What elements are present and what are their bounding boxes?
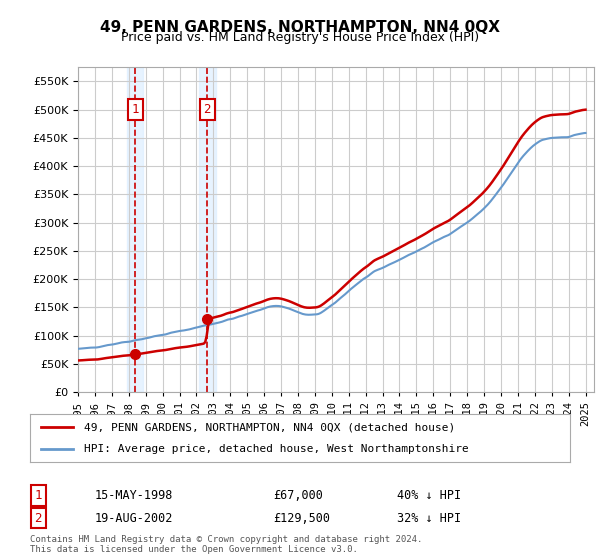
Text: 1: 1 (131, 103, 139, 116)
Text: 1: 1 (34, 489, 42, 502)
Text: 19-AUG-2002: 19-AUG-2002 (95, 511, 173, 525)
Bar (199, 67, 215, 392)
Text: 15-MAY-1998: 15-MAY-1998 (95, 489, 173, 502)
Text: £67,000: £67,000 (273, 489, 323, 502)
Text: 32% ↓ HPI: 32% ↓ HPI (397, 511, 461, 525)
Text: Price paid vs. HM Land Registry's House Price Index (HPI): Price paid vs. HM Land Registry's House … (121, 31, 479, 44)
Text: 2: 2 (34, 511, 42, 525)
Text: 2: 2 (203, 103, 211, 116)
Text: 49, PENN GARDENS, NORTHAMPTON, NN4 0QX: 49, PENN GARDENS, NORTHAMPTON, NN4 0QX (100, 20, 500, 35)
Text: 49, PENN GARDENS, NORTHAMPTON, NN4 0QX (detached house): 49, PENN GARDENS, NORTHAMPTON, NN4 0QX (… (84, 422, 455, 432)
Text: HPI: Average price, detached house, West Northamptonshire: HPI: Average price, detached house, West… (84, 444, 469, 454)
Bar (127, 67, 143, 392)
Text: £129,500: £129,500 (273, 511, 330, 525)
Text: 40% ↓ HPI: 40% ↓ HPI (397, 489, 461, 502)
Text: Contains HM Land Registry data © Crown copyright and database right 2024.
This d: Contains HM Land Registry data © Crown c… (30, 535, 422, 554)
